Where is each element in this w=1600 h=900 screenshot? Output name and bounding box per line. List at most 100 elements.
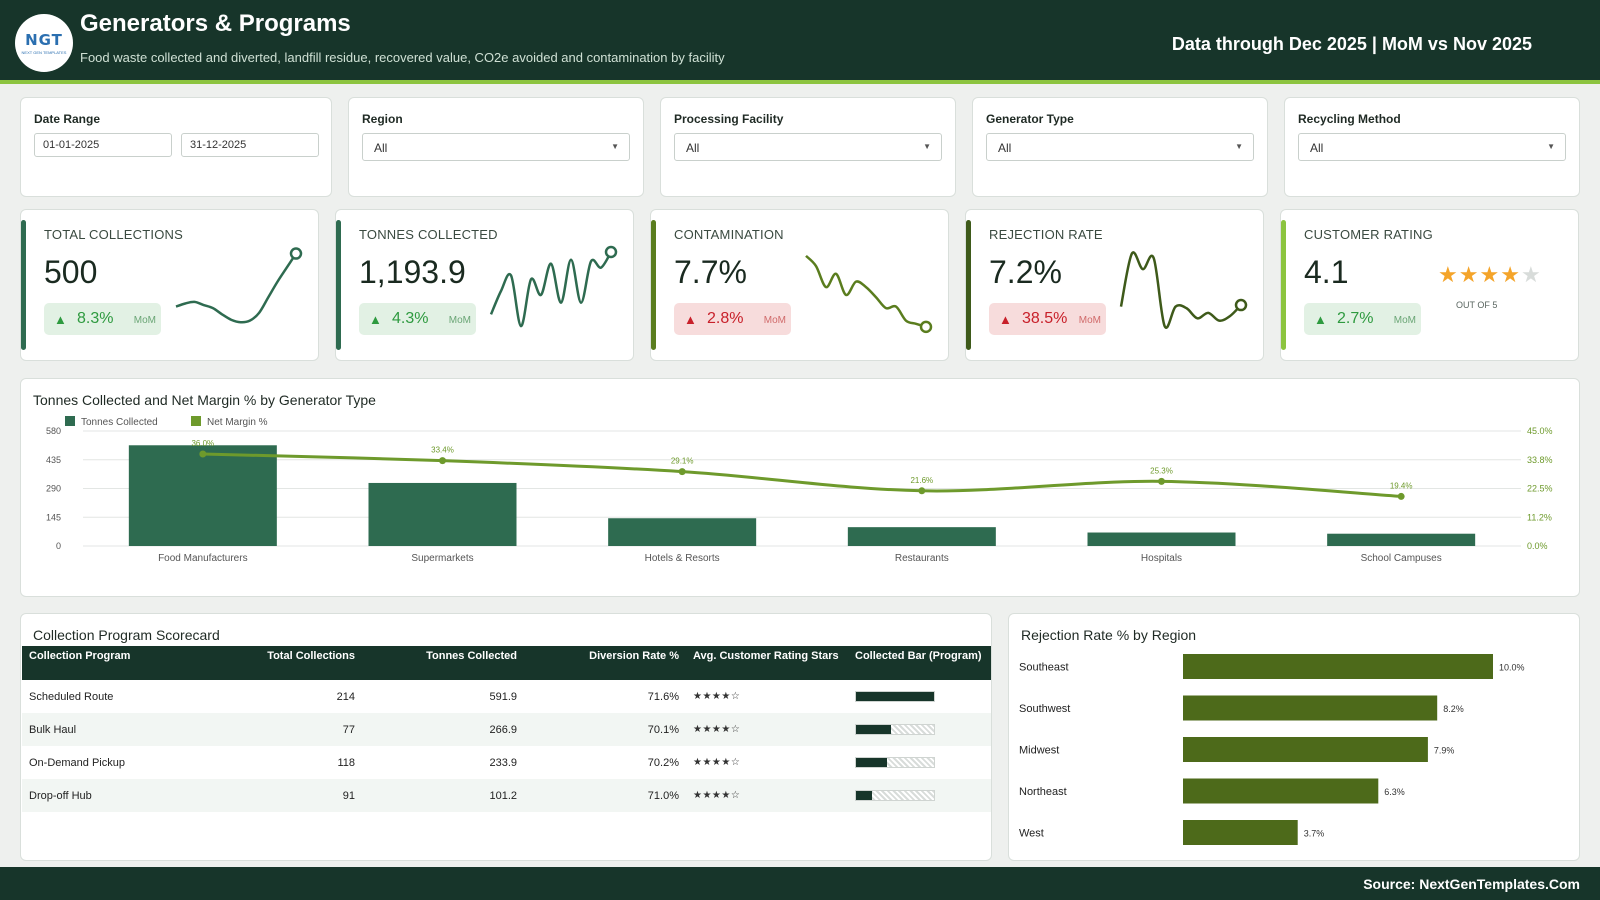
caret-down-icon: ▼ bbox=[1235, 142, 1243, 151]
filter-label: Recycling Method bbox=[1298, 112, 1401, 126]
y-left-tick-label: 435 bbox=[46, 455, 61, 465]
cell-collections: 118 bbox=[337, 756, 355, 769]
page-title: Generators & Programs bbox=[80, 10, 351, 37]
kpi-label: CONTAMINATION bbox=[674, 227, 784, 242]
scorecard-title: Collection Program Scorecard bbox=[33, 627, 220, 643]
net-margin-data-label: 36.0% bbox=[191, 439, 214, 448]
region-value-label: 10.0% bbox=[1499, 663, 1525, 673]
arrow-up-icon: ▲ bbox=[54, 312, 67, 327]
region-bar-southeast bbox=[1183, 654, 1493, 679]
kpi-accent-bar bbox=[336, 220, 341, 350]
kpi-value: 500 bbox=[44, 254, 98, 290]
cell-collections: 77 bbox=[202, 713, 362, 746]
caret-down-icon: ▼ bbox=[1547, 142, 1555, 151]
collected-bar bbox=[855, 757, 935, 768]
col-header-program[interactable]: Collection Program bbox=[22, 646, 202, 680]
star-icon: ★ bbox=[1520, 262, 1542, 287]
star-icon: ★ bbox=[1438, 262, 1459, 287]
filter-facility: Processing Facility All ▼ bbox=[660, 97, 956, 197]
kpi-contamination: CONTAMINATION 7.7% ▲ 2.8% MoM bbox=[650, 209, 949, 361]
col-header-tonnes[interactable]: Tonnes Collected bbox=[362, 646, 524, 680]
kpi-accent-bar bbox=[21, 220, 26, 350]
bar-school-campuses bbox=[1327, 533, 1476, 546]
caret-down-icon: ▼ bbox=[923, 142, 931, 151]
net-margin-data-label: 29.1% bbox=[671, 457, 694, 466]
kpi-sparkline bbox=[489, 245, 618, 328]
table-row[interactable]: Scheduled Route 214 591.9 71.6% ★★★★☆ bbox=[22, 680, 991, 713]
footer: Source: NextGenTemplates.Com bbox=[0, 867, 1600, 900]
kpi-tonnes-collected: TONNES COLLECTED 1,193.9 ▲ 4.3% MoM bbox=[335, 209, 634, 361]
filter-generator-type: Generator Type All ▼ bbox=[972, 97, 1268, 197]
cell-diversion: 71.0% bbox=[524, 779, 686, 812]
sparkline-path bbox=[489, 251, 613, 328]
cell-bar bbox=[848, 779, 991, 812]
sparkline-end-marker bbox=[919, 320, 933, 334]
net-margin-data-label: 19.4% bbox=[1390, 481, 1413, 490]
y-left-tick-label: 580 bbox=[46, 426, 61, 436]
header: NGT NEXT GEN TEMPLATES Generators & Prog… bbox=[0, 0, 1600, 84]
cell-collections: 91 bbox=[202, 779, 362, 812]
kpi-change-badge: ▲ 4.3% MoM bbox=[359, 303, 476, 335]
cell-diversion: 70.2% bbox=[647, 756, 679, 769]
rating-stars: ★★★★★ bbox=[1438, 262, 1542, 288]
end-date-input[interactable]: 31-12-2025 bbox=[181, 133, 319, 157]
sparkline-path bbox=[175, 252, 298, 324]
kpi-value: 7.7% bbox=[674, 254, 747, 290]
kpi-change: 2.7% bbox=[1337, 310, 1374, 327]
kpi-rejection-rate: REJECTION RATE 7.2% ▲ 38.5% MoM bbox=[965, 209, 1264, 361]
start-date-input[interactable]: 01-01-2025 bbox=[34, 133, 172, 157]
kpi-mom: MoM bbox=[763, 315, 786, 326]
kpi-label: TONNES COLLECTED bbox=[359, 227, 498, 242]
col-header-diversion[interactable]: Diversion Rate % bbox=[524, 646, 686, 680]
cell-diversion: 71.6% bbox=[647, 690, 679, 703]
region-select[interactable]: All ▼ bbox=[362, 133, 630, 161]
kpi-mom: MoM bbox=[1078, 315, 1101, 326]
caret-down-icon: ▼ bbox=[611, 142, 619, 151]
bar-supermarkets bbox=[368, 482, 517, 546]
filter-label: Region bbox=[362, 112, 403, 126]
recycling-method-select[interactable]: All ▼ bbox=[1298, 133, 1566, 161]
net-margin-line bbox=[202, 452, 1402, 498]
net-margin-point bbox=[678, 468, 686, 476]
bar-food-manufacturers bbox=[128, 445, 277, 546]
y-right-tick-label: 45.0% bbox=[1527, 426, 1553, 436]
scorecard-panel: Collection Program Scorecard Collection … bbox=[20, 613, 992, 861]
region-bar-west bbox=[1183, 820, 1298, 845]
cell-program: On-Demand Pickup bbox=[29, 756, 125, 769]
cell-collections: 214 bbox=[336, 690, 355, 703]
facility-select[interactable]: All ▼ bbox=[674, 133, 942, 161]
kpi-change: 38.5% bbox=[1022, 310, 1068, 327]
rejection-region-panel: Rejection Rate % by Region Southeast 10.0… bbox=[1008, 613, 1580, 861]
table-row[interactable]: Bulk Haul 77 266.9 70.1% ★★★★☆ bbox=[22, 713, 991, 746]
collected-bar-fill bbox=[856, 725, 892, 734]
net-margin-data-label: 33.4% bbox=[431, 446, 454, 455]
logo-text: NGT bbox=[25, 31, 63, 49]
cell-tonnes: 101.2 bbox=[362, 779, 524, 812]
legend-swatch-tonnes bbox=[65, 416, 75, 426]
cell-bar bbox=[848, 680, 991, 713]
data-period: Data through Dec 2025 | MoM vs Nov 2025 bbox=[1171, 34, 1532, 54]
kpi-mom: MoM bbox=[1393, 315, 1416, 326]
col-header-bar[interactable]: Collected Bar (Program) bbox=[848, 646, 991, 680]
kpi-accent-bar bbox=[966, 220, 971, 350]
kpi-change-badge: ▲ 38.5% MoM bbox=[989, 303, 1106, 335]
kpi-value: 4.1 bbox=[1304, 254, 1349, 290]
x-tick-label: Restaurants bbox=[895, 553, 949, 564]
net-margin-data-label: 25.3% bbox=[1150, 466, 1173, 475]
cell-rating-stars: ★★★★☆ bbox=[686, 779, 848, 812]
arrow-up-icon: ▲ bbox=[684, 312, 697, 327]
region-bar-northeast bbox=[1183, 778, 1379, 804]
x-tick-label: Food Manufacturers bbox=[158, 553, 248, 564]
bar-hospitals bbox=[1087, 532, 1236, 546]
ngt-logo: NGT NEXT GEN TEMPLATES bbox=[15, 14, 73, 72]
col-header-rating[interactable]: Avg. Customer Rating Stars bbox=[686, 646, 848, 680]
table-row[interactable]: On-Demand Pickup 118 233.9 70.2% ★★★★☆ bbox=[22, 746, 991, 779]
net-margin-point bbox=[1158, 477, 1165, 485]
region-label: Northeast bbox=[1019, 786, 1067, 798]
table-row[interactable]: Drop-off Hub 91 101.2 71.0% ★★★★☆ bbox=[22, 779, 991, 812]
generator-type-select[interactable]: All ▼ bbox=[986, 133, 1254, 161]
col-header-collections[interactable]: Total Collections bbox=[202, 646, 362, 680]
cell-rating-stars: ★★★★☆ bbox=[693, 757, 741, 768]
rating-out-of: OUT OF 5 bbox=[1456, 300, 1498, 310]
net-margin-point bbox=[439, 457, 446, 465]
